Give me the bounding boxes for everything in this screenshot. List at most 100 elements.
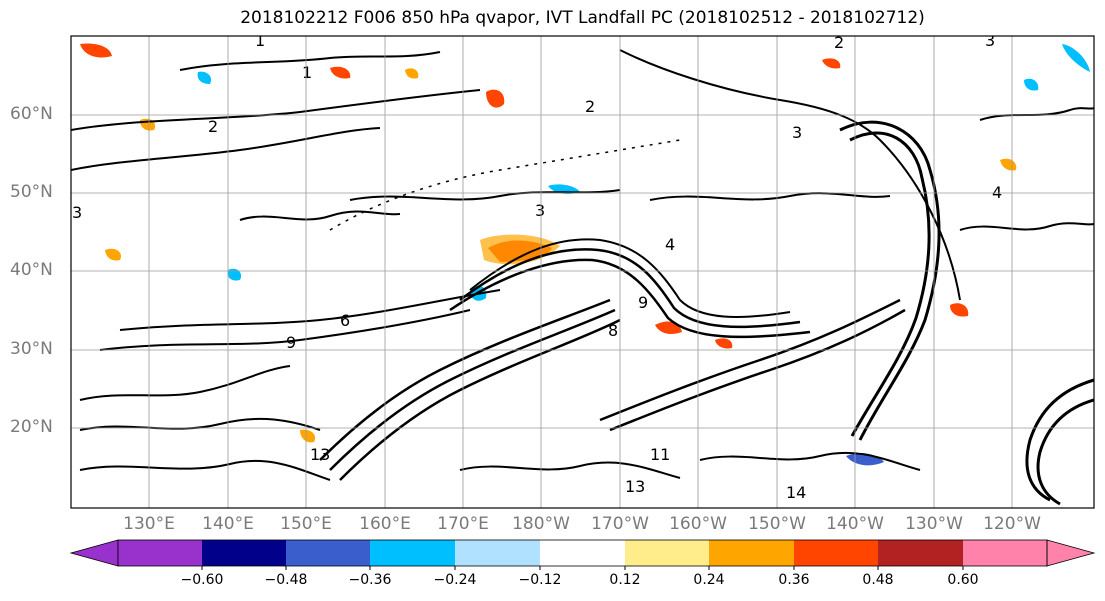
contour-line [119,289,501,331]
contour-label: 6 [340,311,350,330]
contour-label: 3 [535,201,545,220]
lon-label-140e: 140°E [202,514,254,534]
lon-label-160w: 160°W [669,514,727,534]
lat-label-60n: 60°N [10,104,53,124]
contour-line [239,210,401,221]
contour-line [79,459,331,481]
colorbar-bin [540,540,625,566]
anomaly-patch [330,66,351,79]
contour-label: 4 [992,183,1002,202]
contour-label: 2 [834,33,844,52]
chart-title: 2018102212 F006 850 hPa qvapor, IVT Land… [240,8,925,28]
contour-label: 11 [650,445,670,464]
contour-label: 1 [302,63,312,82]
lon-label-120w: 120°W [983,514,1041,534]
map-background [71,36,1094,508]
colorbar-tick-label: 0.48 [862,572,894,588]
contour-label: 13 [310,445,330,464]
colorbar-tick-label: −0.24 [433,572,477,588]
colorbar-bin [202,540,286,566]
contour-line [979,107,1094,121]
contour-label: 3 [985,31,995,50]
contour-line [319,298,611,461]
contour-label: 9 [638,293,648,312]
anomaly-patch [197,71,212,84]
contour-line [449,258,811,339]
colorbar-bin [963,540,1047,566]
contour-line [1036,398,1094,506]
contour-line [339,318,621,481]
contour-line [79,365,291,401]
anomaly-patch [486,89,505,108]
colorbar-bin [625,540,709,566]
lon-label-150e: 150°E [280,514,332,534]
anomaly-patch [822,58,841,69]
lon-label-130w: 130°W [905,514,963,534]
colorbar-bin [286,540,370,566]
colorbar-bin [455,540,540,566]
anomaly-patch [1024,78,1039,91]
colorbar-tick-label: 0.24 [693,572,725,588]
contour-label: 2 [208,117,218,136]
lon-label-150w: 150°W [748,514,806,534]
colorbar-bin [118,540,202,566]
contour-labels: 1 1 2 2 3 3 3 4 4 6 8 9 9 11 13 13 14 3 … [72,31,1002,502]
anomaly-patch [405,68,419,79]
ivt-contours [71,49,1094,506]
anomaly-patch [300,429,316,443]
map-frame [70,35,1095,509]
contour-line [79,417,321,431]
contour-line [99,309,471,351]
colorbar-bin [794,540,878,566]
anomaly-patch [227,268,242,281]
contour-line [329,308,616,471]
colorbar-tick-label: 0.60 [947,572,979,588]
contour-label: 13 [625,477,645,496]
lon-label-140w: 140°W [826,514,884,534]
contour-label: 9 [286,333,296,352]
lon-label-170w: 170°W [591,514,649,534]
anomaly-patch [105,248,121,261]
contour-line [469,238,791,318]
anomaly-patch [1062,44,1090,72]
contour-line [599,298,901,422]
lat-label-30n: 30°N [10,339,53,359]
colorbar-tick-label: −0.60 [180,572,224,588]
contour-line [459,461,681,479]
anomaly-patch [715,338,733,349]
contour-label: 3 [792,123,802,142]
colorbar-bin [878,540,963,566]
anomaly-patch [950,303,969,317]
colorbar-extend-high [1046,539,1096,567]
colorbar [69,539,1096,570]
lat-label-40n: 40°N [10,260,53,280]
contour-line [329,139,681,231]
contour-label: 3 [72,203,82,222]
colorbar-tick-label: 0.36 [778,572,810,588]
contour-line [959,222,1094,231]
contour-label: 14 [786,483,806,502]
colorbar-bin [709,540,794,566]
contour-line [71,127,381,171]
lon-label-180w: 180°W [512,514,570,534]
colorbar-tick-label: −0.12 [518,572,562,588]
colorbar-tick-label: −0.48 [264,572,308,588]
colorbar-tick-label: −0.36 [348,572,392,588]
lon-label-130e: 130°E [123,514,175,534]
lon-label-160e: 160°E [359,514,411,534]
contour-line [179,51,441,71]
contour-line [71,89,481,131]
colorbar-tick-label: 0.12 [609,572,641,588]
contour-line [839,120,941,441]
contour-line [459,248,801,329]
graticule [71,36,1094,508]
colorbar-extend-low [69,539,119,567]
colorbar-frame [117,539,1048,567]
colorbar-bin [370,540,455,566]
contour-line [649,192,891,201]
contour-line [619,49,961,301]
contour-label: 1 [255,31,265,50]
lat-label-20n: 20°N [10,417,53,437]
lon-label-170e: 170°E [437,514,489,534]
